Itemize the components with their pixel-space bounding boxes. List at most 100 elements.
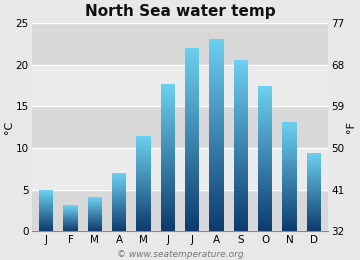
Bar [282,137,297,139]
Bar [63,229,78,230]
Bar [185,106,199,109]
Bar [63,209,78,210]
Bar [234,80,248,83]
Bar [209,154,224,158]
Bar [39,223,54,224]
Bar [306,178,321,179]
Bar [185,164,199,167]
Bar [39,227,54,228]
Bar [63,214,78,215]
Bar [112,197,126,198]
Bar [161,126,175,128]
Bar [282,146,297,148]
Bar [306,179,321,180]
Bar [136,144,151,145]
Bar [209,64,224,68]
Bar [209,129,224,132]
Bar [185,207,199,210]
Bar [87,222,102,223]
Bar [161,214,175,217]
Bar [282,191,297,193]
Bar [282,135,297,137]
Bar [234,220,248,223]
Bar [234,140,248,143]
Bar [282,226,297,228]
Bar [282,206,297,208]
Bar [282,173,297,175]
Bar [185,213,199,216]
Bar [161,111,175,113]
Bar [161,177,175,180]
Bar [136,135,151,137]
Bar [306,230,321,231]
Bar [234,154,248,157]
Bar [39,229,54,230]
Bar [161,167,175,170]
Bar [136,225,151,226]
Bar [39,215,54,216]
Bar [161,158,175,160]
Bar [87,223,102,224]
Bar [185,179,199,183]
Bar [87,205,102,206]
Bar [258,96,273,99]
Bar [39,210,54,211]
Bar [306,197,321,199]
Bar [306,199,321,200]
Bar [161,175,175,177]
Bar [209,190,224,193]
Bar [185,57,199,60]
Bar [161,94,175,96]
Bar [185,149,199,152]
Bar [306,206,321,208]
Bar [112,184,126,185]
Bar [258,147,273,149]
Bar [161,143,175,145]
Bar [282,155,297,157]
Bar [282,180,297,182]
Bar [234,217,248,220]
Bar [258,197,273,200]
Bar [209,81,224,84]
Bar [258,193,273,195]
Bar [112,207,126,208]
Bar [136,137,151,139]
Bar [209,193,224,196]
Bar [209,122,224,126]
Bar [234,128,248,131]
Bar [234,143,248,146]
Bar [282,199,297,200]
Bar [185,127,199,131]
Bar [87,214,102,215]
Bar [161,197,175,199]
Bar [39,196,54,197]
Bar [32,106,328,148]
Bar [112,194,126,195]
Bar [185,48,199,51]
Bar [136,176,151,177]
Bar [112,185,126,186]
Bar [282,208,297,210]
Bar [161,84,175,86]
Bar [39,192,54,193]
Bar [258,140,273,142]
Bar [136,155,151,156]
Bar [306,153,321,154]
Bar [306,227,321,229]
Bar [32,148,328,190]
Bar [234,126,248,128]
Bar [282,229,297,231]
Bar [234,194,248,197]
Bar [306,186,321,187]
Bar [112,188,126,190]
Bar [209,55,224,58]
Bar [234,174,248,177]
Bar [63,219,78,220]
Bar [185,195,199,198]
Bar [87,217,102,218]
Bar [112,203,126,204]
Bar [209,97,224,100]
Bar [112,220,126,222]
Bar [234,188,248,191]
Bar [87,230,102,231]
